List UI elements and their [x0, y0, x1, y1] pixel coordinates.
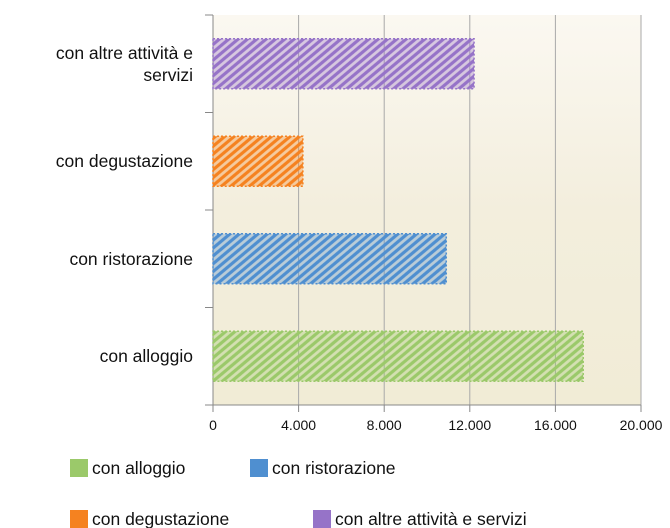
legend-label: con altre attività e servizi — [335, 509, 527, 528]
legend-swatch — [313, 510, 331, 528]
x-tick-label: 16.000 — [534, 417, 577, 433]
bar — [213, 39, 474, 89]
legend-label: con degustazione — [92, 509, 229, 528]
legend-label: con ristorazione — [272, 458, 396, 478]
bar — [213, 234, 446, 284]
x-tick-label: 8.000 — [367, 417, 402, 433]
legend-label: con alloggio — [92, 458, 185, 478]
legend-swatch — [70, 510, 88, 528]
legend-swatch — [70, 459, 88, 477]
y-tick-label: con degustazione — [3, 150, 193, 172]
y-tick-label: con ristorazione — [3, 248, 193, 270]
x-tick-label: 4.000 — [281, 417, 316, 433]
x-tick-label: 0 — [209, 417, 217, 433]
y-tick-label: con altre attività e servizi — [3, 42, 193, 86]
x-tick-label: 12.000 — [448, 417, 491, 433]
x-tick-label: 20.000 — [620, 417, 663, 433]
legend-swatch — [250, 459, 268, 477]
chart: 0 4.000 8.000 12.000 16.000 20.000 con alloggi… — [0, 0, 670, 528]
y-tick-label: con alloggio — [3, 345, 193, 367]
bar — [213, 331, 583, 381]
bar — [213, 136, 303, 186]
